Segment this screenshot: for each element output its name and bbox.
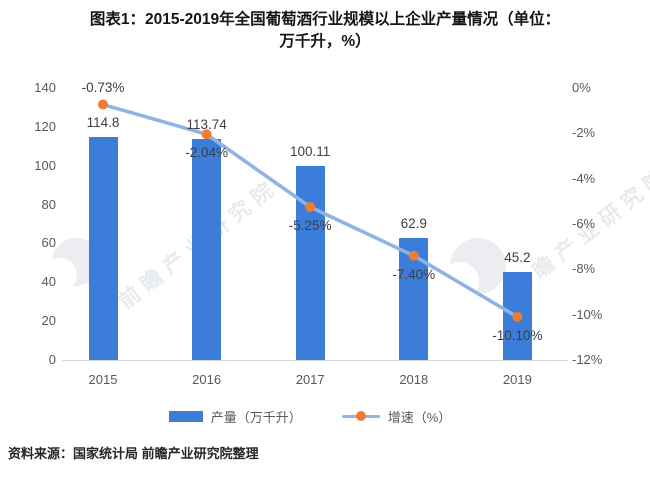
legend: 产量（万千升） 增速（%） [110,406,510,426]
legend-label-growth: 增速（%） [387,409,452,425]
legend-item-production: 产量（万千升） [168,407,302,426]
right-axis-tick: -4% [572,170,596,186]
right-axis-tick: -8% [572,261,596,277]
right-axis-tick: 0% [572,80,591,95]
x-axis-line [62,360,568,361]
right-axis-tick: -12% [572,352,603,367]
watermark-logo [450,238,506,294]
bar-value-label: 45.2 [504,250,531,266]
right-axis-tick: -10% [572,306,603,322]
growth-value-label: -7.40% [392,266,436,282]
left-axis-tick: 80 [41,196,56,212]
left-axis-tick: 120 [34,118,56,134]
growth-value-label: -5.25% [288,218,332,233]
left-axis-tick: 140 [34,80,56,95]
growth-value-label: -10.10% [492,327,543,343]
source-note: 资料来源：国家统计局 前瞻产业研究院整理 [8,446,259,461]
x-axis-label: 2015 [88,372,118,387]
x-axis-label: 2018 [399,372,429,387]
chart-title-line1: 图表1：2015-2019年全国葡萄酒行业规模以上企业产量情况（单位： [89,11,561,28]
growth-value-label: -0.73% [81,79,125,95]
left-axis-tick: 20 [41,313,56,329]
bar-2015 [88,136,118,360]
legend-item-growth: 增速（%） [341,407,452,426]
left-axis-tick: 100 [34,157,56,173]
right-axis-tick: -6% [572,216,596,231]
left-axis-tick: 60 [41,235,56,251]
right-axis-tick: -2% [572,125,596,141]
left-axis-tick: 0 [48,352,56,367]
bar-2018 [399,237,429,360]
bar-value-label: 62.9 [400,215,427,231]
bar-2016 [192,139,222,360]
legend-bar-swatch-icon [168,410,203,422]
bar-2017 [295,165,325,360]
chart-title-line2: 万千升，%） [279,33,371,50]
bar-value-label: 114.8 [86,114,120,130]
line-marker [98,99,108,110]
bar-2019 [502,272,532,360]
x-axis-label: 2016 [192,372,222,387]
left-axis-tick: 40 [41,274,56,290]
bar-value-label: 113.74 [186,117,227,133]
bar-value-label: 100.11 [290,143,331,159]
legend-line-swatch-icon [341,411,380,422]
legend-label-production: 产量（万千升） [210,409,302,425]
x-axis-label: 2017 [295,372,325,387]
chart-title: 图表1：2015-2019年全国葡萄酒行业规模以上企业产量情况（单位： 万千升，… [0,9,650,53]
growth-value-label: -2.04% [185,145,228,161]
x-axis-label: 2019 [502,372,532,387]
